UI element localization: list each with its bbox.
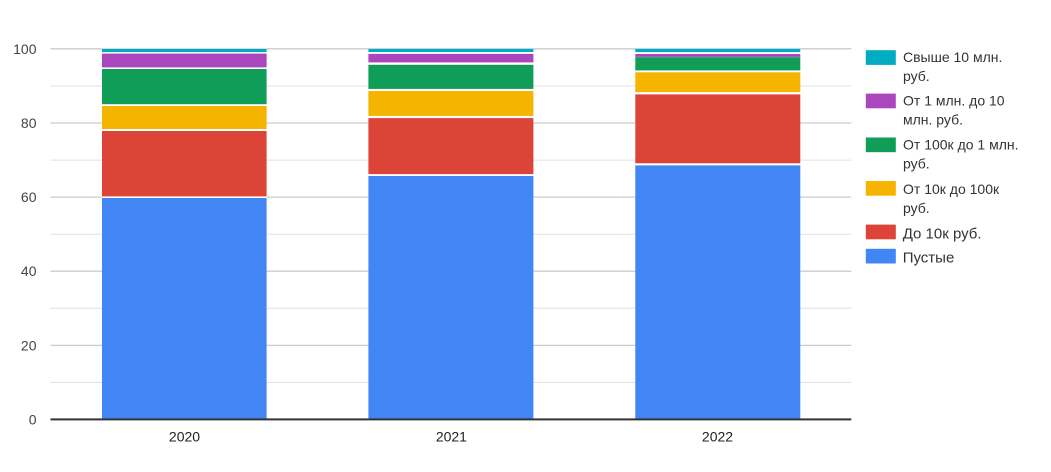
svg-text:От 1 млн. до 10: От 1 млн. до 10	[903, 93, 1005, 109]
svg-text:20: 20	[21, 337, 37, 353]
svg-text:2022: 2022	[702, 429, 733, 445]
svg-text:руб.: руб.	[903, 200, 930, 216]
svg-text:80: 80	[21, 115, 37, 131]
svg-text:Пустые: Пустые	[903, 249, 955, 266]
svg-text:Свыше 10 млн.: Свыше 10 млн.	[903, 49, 1002, 65]
svg-text:руб.: руб.	[903, 68, 930, 84]
svg-text:2021: 2021	[436, 429, 467, 445]
svg-text:млн. руб.: млн. руб.	[903, 112, 963, 128]
svg-text:От 10к до 100к: От 10к до 100к	[903, 181, 1000, 197]
svg-text:0: 0	[29, 412, 37, 428]
svg-text:40: 40	[21, 263, 37, 279]
svg-text:2020: 2020	[169, 429, 200, 445]
svg-text:руб.: руб.	[903, 156, 930, 172]
svg-text:100: 100	[13, 41, 37, 57]
svg-text:60: 60	[21, 189, 37, 205]
svg-text:До 10к руб.: До 10к руб.	[903, 225, 982, 242]
svg-text:От 100к до 1 млн.: От 100к до 1 млн.	[903, 137, 1019, 153]
